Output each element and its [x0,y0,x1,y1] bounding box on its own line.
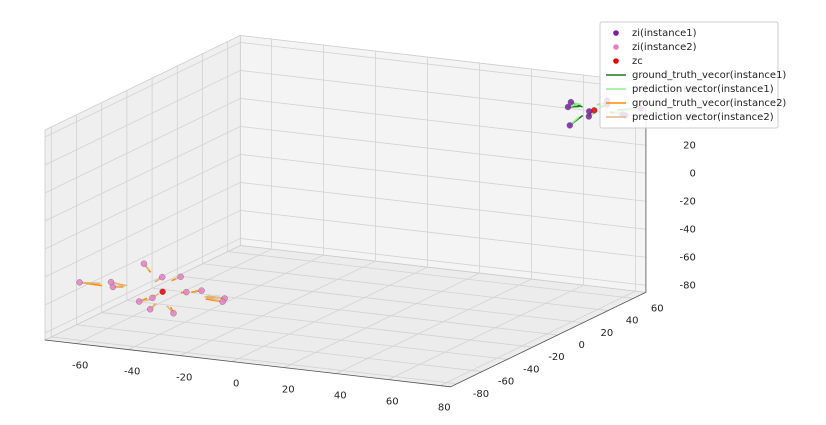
grid-line [240,98,646,146]
x-tick-label: 0 [233,379,239,390]
grid-line [76,324,483,372]
grid-line [101,312,508,360]
z-tick-label: -40 [680,224,696,235]
vector [204,295,223,303]
grid-line [152,287,558,336]
y-tick-label: 0 [579,340,585,351]
y-tick-label: -60 [498,377,514,388]
x-tick-label: 60 [386,397,399,408]
z-tick-label: 20 [683,140,696,151]
grid-line [240,210,646,258]
legend-label: zi(instance1) [632,28,697,39]
point [170,310,177,317]
point [566,122,573,129]
x-tick-label: -40 [124,367,140,378]
grid-line [44,70,241,166]
x-axis [44,339,451,388]
grid-line [44,210,241,306]
grid-line [227,251,634,299]
legend-label: prediction vector(instance2) [632,112,774,123]
grid-line [128,254,324,350]
z-tick-label: 0 [690,168,696,179]
x-tick-label: -60 [72,361,88,372]
z-tick-label: -20 [680,196,696,207]
x-tick-label: 40 [334,391,347,402]
grid-line [44,154,241,250]
point [183,288,190,296]
x-tick-label: -20 [176,373,192,384]
grid-line [240,70,646,118]
point [149,294,156,302]
z-tick-label: -80 [680,280,696,291]
point [76,279,83,286]
y-tick-label: 20 [601,328,614,339]
grid-line [44,182,241,278]
y-tick-label: -20 [548,352,564,363]
grid-line [240,238,646,286]
point [135,298,143,305]
legend-label: ground_truth_vecor(instance2) [632,98,786,109]
side-pane [44,34,241,341]
grid-line [240,42,646,90]
grid-line [202,263,609,311]
legend-label: zc [632,56,643,67]
grid-line [51,336,457,385]
point [567,99,575,106]
grid-line [44,98,241,194]
grid-line [336,278,532,374]
legend-box [599,21,779,129]
legend-label: zi(instance2) [632,42,697,53]
point [107,278,115,286]
grid-line [240,182,646,230]
y-tick-label: 60 [651,303,664,314]
z-tick-label: -60 [680,252,696,263]
point [147,306,154,313]
y-tick-label: -80 [473,389,489,400]
grid-line [180,260,376,356]
grid-line [440,290,636,386]
legend-marker [613,30,619,36]
grid-line [240,154,646,202]
grid-line [177,275,583,324]
legend-label: ground_truth_vecor(instance1) [632,70,786,81]
grid-line [44,238,241,334]
point [564,103,572,111]
legend-marker [613,44,619,50]
y-tick-label: -40 [523,364,539,375]
legend-marker [613,58,619,64]
legend: zi(instance1) zi(instance2) zc ground_truth… [599,21,786,129]
point [159,273,166,281]
point [140,260,148,267]
legend-label: prediction vector(instance1) [632,84,774,95]
point [177,273,184,280]
x-tick-label: 80 [438,403,451,414]
point [591,107,598,114]
y-axis [450,291,647,388]
grid-line [126,299,533,348]
grid-line [232,266,428,362]
panes: -60 -40 -20 0 20 40 60 80 -80 -60 -40 -20 0 20 40 60 -80… [43,34,696,414]
grid-line [76,248,272,344]
x-tick-label: 20 [282,385,295,396]
grid-line [44,126,241,222]
y-tick-label: 40 [626,316,639,327]
grid-line [284,272,480,368]
point [219,298,226,305]
point [198,287,205,294]
grid-line [240,126,646,174]
vector [79,281,101,285]
point [159,288,166,295]
grid-line [388,284,584,380]
grid-line [44,42,241,138]
